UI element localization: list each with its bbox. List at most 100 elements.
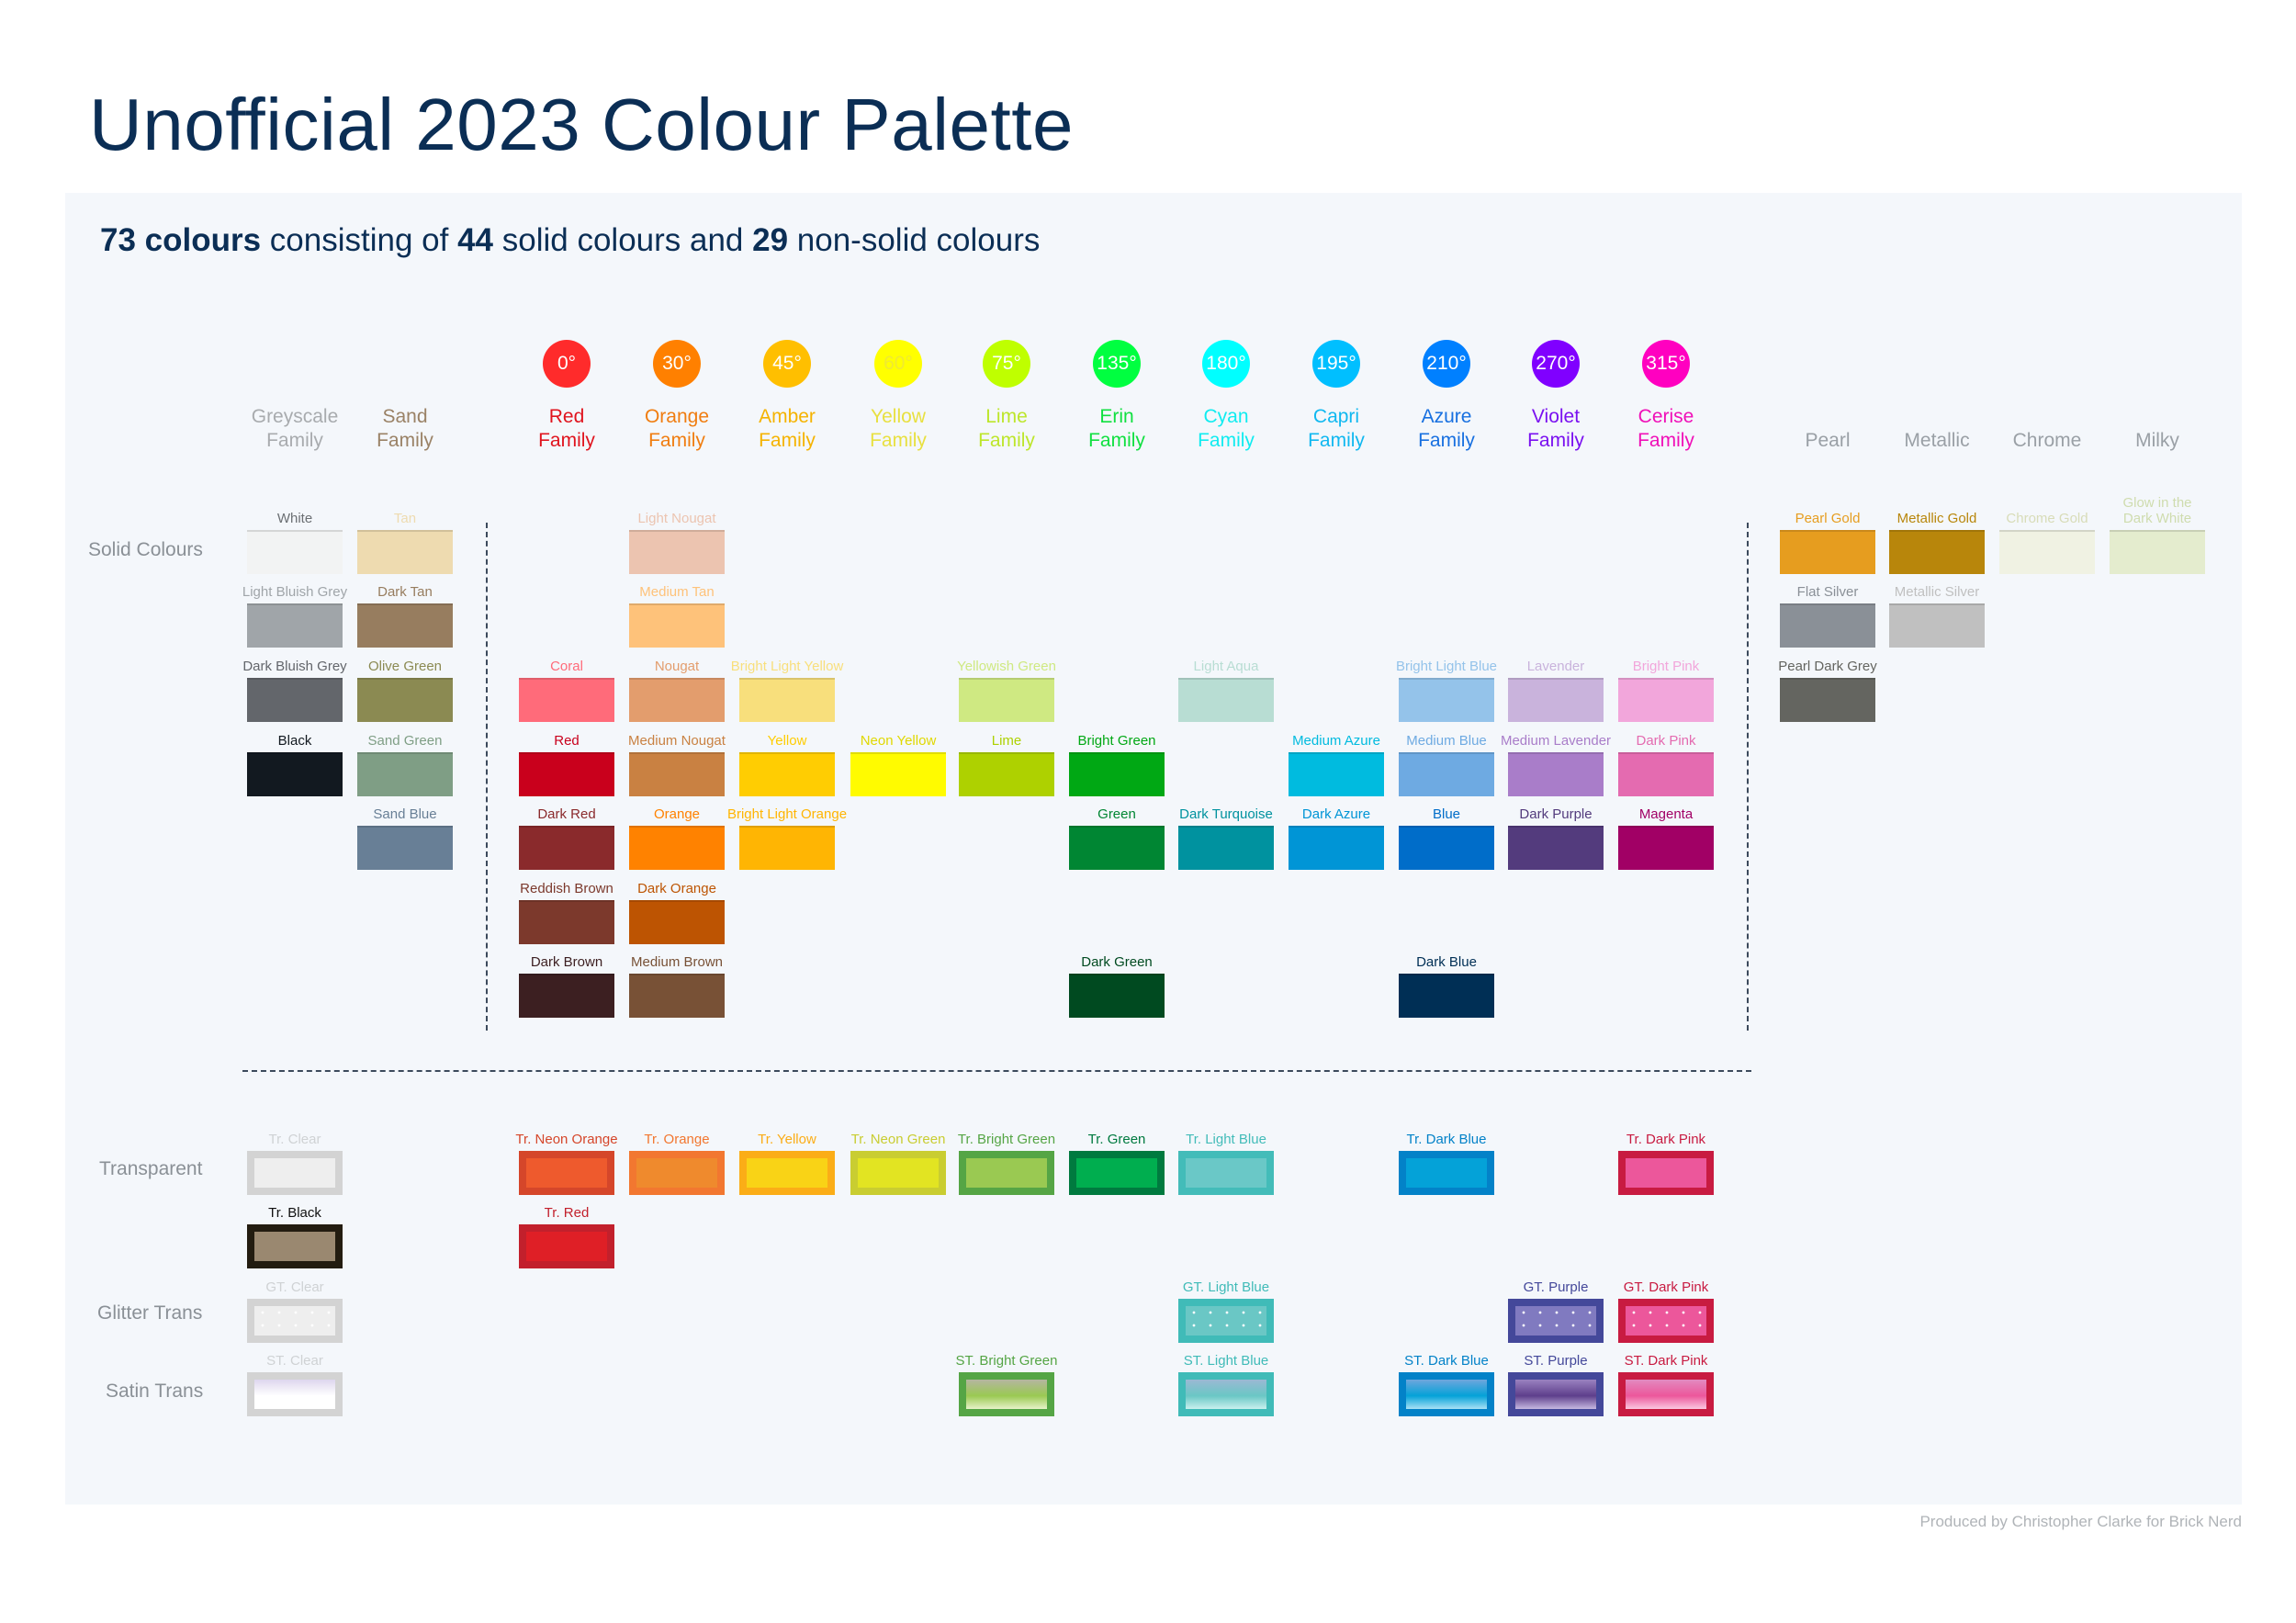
- swatch-st-light-blue[interactable]: [1178, 1372, 1274, 1416]
- swatch-bright-green[interactable]: [1069, 752, 1165, 796]
- swatch-tan[interactable]: [357, 530, 453, 574]
- swatch-tr-neon-green[interactable]: [850, 1151, 946, 1195]
- swatch-metallic-gold[interactable]: [1889, 530, 1985, 574]
- swatch-tr-orange[interactable]: [629, 1151, 725, 1195]
- swatch-label: Yellowish Green: [957, 659, 1056, 674]
- swatch-glow-in-the-dark-white[interactable]: [2110, 530, 2205, 574]
- swatch-medium-blue[interactable]: [1399, 752, 1494, 796]
- swatch-tr-clear[interactable]: [247, 1151, 343, 1195]
- row-label-transparent: Transparent: [99, 1158, 203, 1179]
- swatch-bright-pink[interactable]: [1618, 678, 1714, 722]
- swatch-label: ST. Purple: [1524, 1353, 1588, 1369]
- swatch-tr-black[interactable]: [247, 1224, 343, 1268]
- swatch-st-dark-blue[interactable]: [1399, 1372, 1494, 1416]
- swatch-dark-azure[interactable]: [1289, 826, 1384, 870]
- family-name-line: Violet: [1531, 406, 1581, 427]
- swatch-dark-purple[interactable]: [1508, 826, 1604, 870]
- swatch-blue[interactable]: [1399, 826, 1494, 870]
- solid-count: 44: [457, 222, 494, 258]
- swatch-gt-purple[interactable]: [1508, 1299, 1604, 1343]
- swatch-red[interactable]: [519, 752, 614, 796]
- swatch-medium-brown[interactable]: [629, 974, 725, 1018]
- family-header-metallic: Metallic: [1863, 405, 2010, 453]
- swatch-tr-bright-green[interactable]: [959, 1151, 1054, 1195]
- swatch-light-nougat[interactable]: [629, 530, 725, 574]
- swatch-light-bluish-grey[interactable]: [247, 603, 343, 648]
- swatch-label: White: [276, 511, 313, 526]
- swatch-label: Dark Blue: [1416, 954, 1477, 970]
- swatch-medium-lavender[interactable]: [1508, 752, 1604, 796]
- swatch-st-purple[interactable]: [1508, 1372, 1604, 1416]
- trans-fill: [526, 1158, 607, 1188]
- swatch-tr-yellow[interactable]: [739, 1151, 835, 1195]
- swatch-green[interactable]: [1069, 826, 1165, 870]
- swatch-white[interactable]: [247, 530, 343, 574]
- swatch-metallic-silver[interactable]: [1889, 603, 1985, 648]
- swatch-coral[interactable]: [519, 678, 614, 722]
- swatch-dark-red[interactable]: [519, 826, 614, 870]
- swatch-dark-orange[interactable]: [629, 900, 725, 944]
- swatch-reddish-brown[interactable]: [519, 900, 614, 944]
- family-header-capri-family: Capri Family: [1263, 405, 1410, 453]
- swatch-orange[interactable]: [629, 826, 725, 870]
- swatch-medium-azure[interactable]: [1289, 752, 1384, 796]
- swatch-lime[interactable]: [959, 752, 1054, 796]
- swatch-pearl-dark-grey[interactable]: [1780, 678, 1875, 722]
- swatch-tr-dark-blue[interactable]: [1399, 1151, 1494, 1195]
- trans-fill: [1186, 1158, 1266, 1188]
- swatch-dark-blue[interactable]: [1399, 974, 1494, 1018]
- swatch-black[interactable]: [247, 752, 343, 796]
- swatch-pearl-gold[interactable]: [1780, 530, 1875, 574]
- swatch-tr-green[interactable]: [1069, 1151, 1165, 1195]
- swatch-label: Tr. Clear: [268, 1132, 321, 1147]
- trans-fill: [636, 1158, 717, 1188]
- family-header-sand-family: Sand Family: [332, 405, 478, 453]
- swatch-label: Neon Yellow: [860, 733, 937, 749]
- swatch-flat-silver[interactable]: [1780, 603, 1875, 648]
- swatch-tr-red[interactable]: [519, 1224, 614, 1268]
- swatch-neon-yellow[interactable]: [850, 752, 946, 796]
- swatch-dark-brown[interactable]: [519, 974, 614, 1018]
- swatch-lavender[interactable]: [1508, 678, 1604, 722]
- swatch-tr-light-blue[interactable]: [1178, 1151, 1274, 1195]
- swatch-label: Dark Brown: [530, 954, 603, 970]
- swatch-label: Tr. Green: [1087, 1132, 1146, 1147]
- swatch-gt-dark-pink[interactable]: [1618, 1299, 1714, 1343]
- swatch-olive-green[interactable]: [357, 678, 453, 722]
- swatch-nougat[interactable]: [629, 678, 725, 722]
- swatch-tr-neon-orange[interactable]: [519, 1151, 614, 1195]
- swatch-bright-light-orange[interactable]: [739, 826, 835, 870]
- swatch-chrome-gold[interactable]: [1999, 530, 2095, 574]
- swatch-label: Blue: [1432, 806, 1461, 822]
- swatch-label: Pearl Dark Grey: [1778, 659, 1877, 674]
- swatch-dark-tan[interactable]: [357, 603, 453, 648]
- swatch-st-clear[interactable]: [247, 1372, 343, 1416]
- swatch-magenta[interactable]: [1618, 826, 1714, 870]
- swatch-dark-bluish-grey[interactable]: [247, 678, 343, 722]
- swatch-yellow[interactable]: [739, 752, 835, 796]
- swatch-gt-light-blue[interactable]: [1178, 1299, 1274, 1343]
- swatch-medium-nougat[interactable]: [629, 752, 725, 796]
- family-name-line: Family: [1418, 430, 1475, 451]
- swatch-sand-green[interactable]: [357, 752, 453, 796]
- swatch-sand-blue[interactable]: [357, 826, 453, 870]
- swatch-st-bright-green[interactable]: [959, 1372, 1054, 1416]
- subtitle-text: non-solid colours: [788, 222, 1041, 258]
- swatch-light-aqua[interactable]: [1178, 678, 1274, 722]
- swatch-dark-turquoise[interactable]: [1178, 826, 1274, 870]
- swatch-medium-tan[interactable]: [629, 603, 725, 648]
- swatch-dark-pink[interactable]: [1618, 752, 1714, 796]
- row-label-satin: Satin Trans: [106, 1381, 204, 1402]
- swatch-yellowish-green[interactable]: [959, 678, 1054, 722]
- row-label-solid: Solid Colours: [88, 539, 203, 560]
- swatch-bright-light-blue[interactable]: [1399, 678, 1494, 722]
- swatch-label: Light Nougat: [637, 511, 716, 526]
- swatch-gt-clear[interactable]: [247, 1299, 343, 1343]
- swatch-dark-green[interactable]: [1069, 974, 1165, 1018]
- satin-fill: [1515, 1380, 1596, 1409]
- swatch-st-dark-pink[interactable]: [1618, 1372, 1714, 1416]
- nonsolid-count: 29: [752, 222, 789, 258]
- swatch-bright-light-yellow[interactable]: [739, 678, 835, 722]
- swatch-label: Medium Tan: [639, 584, 715, 600]
- swatch-tr-dark-pink[interactable]: [1618, 1151, 1714, 1195]
